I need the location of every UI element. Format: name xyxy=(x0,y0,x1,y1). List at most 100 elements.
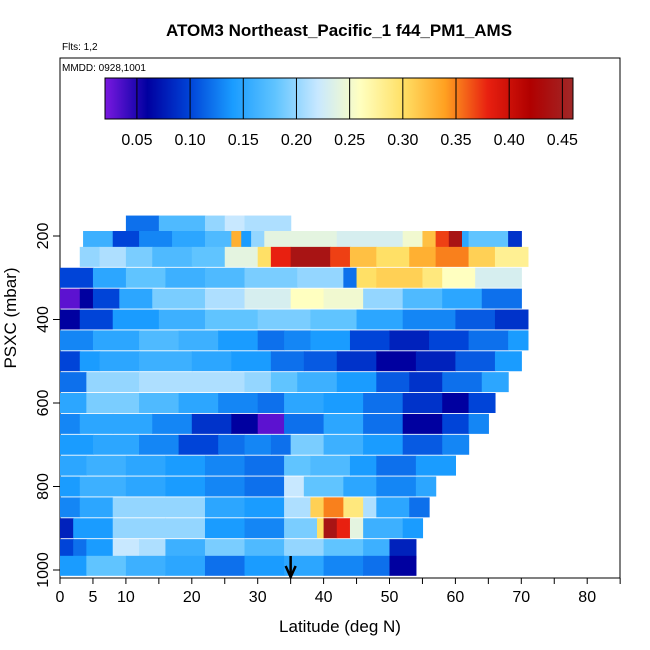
band-2-cell-15 xyxy=(494,246,529,267)
band-11-cell-9 xyxy=(363,434,404,455)
band-10-cell-5 xyxy=(231,413,259,434)
band-9-cell-8 xyxy=(363,393,404,413)
band-7-cell-8 xyxy=(336,351,377,372)
latitude-marker xyxy=(284,556,297,581)
band-14-cell-10 xyxy=(363,497,377,518)
band-1-cell-13 xyxy=(448,231,463,252)
band-3-cell-10 xyxy=(422,267,443,288)
band-14-cell-8 xyxy=(323,497,344,518)
band-8-cell-1 xyxy=(86,372,140,393)
band-6-cell-5 xyxy=(257,330,285,351)
band-17-cell-8 xyxy=(363,555,391,576)
band-11-cell-1 xyxy=(92,434,140,455)
band-1-cell-15 xyxy=(468,231,509,252)
band-9-cell-3 xyxy=(178,393,219,413)
band-0-cell-1 xyxy=(158,215,206,236)
y-tick-label-200: 200 xyxy=(35,223,52,250)
y-tick-label-600: 600 xyxy=(35,390,52,417)
band-12-cell-2 xyxy=(125,455,167,476)
band-2-cell-1 xyxy=(99,246,127,267)
band-15-cell-10 xyxy=(349,518,364,539)
band-13-cell-3 xyxy=(165,476,206,497)
band-5-cell-0 xyxy=(60,309,81,330)
band-6-cell-4 xyxy=(218,330,259,351)
band-13-cell-6 xyxy=(284,476,305,497)
band-15-cell-2 xyxy=(112,518,167,539)
band-2-cell-0 xyxy=(79,246,101,267)
band-8-cell-9 xyxy=(409,372,443,393)
band-1-cell-10 xyxy=(402,231,424,252)
band-12-cell-10 xyxy=(415,455,456,476)
band-2-cell-11 xyxy=(376,246,410,267)
band-7-cell-1 xyxy=(79,351,101,372)
band-8-cell-7 xyxy=(336,372,377,393)
band-9-cell-6 xyxy=(284,393,325,413)
band-16-cell-4 xyxy=(139,539,167,560)
band-15-cell-12 xyxy=(402,518,424,539)
band-1-cell-2 xyxy=(139,231,173,252)
band-17-cell-1 xyxy=(86,555,127,576)
band-1-cell-6 xyxy=(241,231,252,252)
band-3-cell-0 xyxy=(60,267,94,288)
band-15-cell-3 xyxy=(165,518,206,539)
band-6-cell-9 xyxy=(389,330,430,351)
band-15-cell-6 xyxy=(284,518,318,539)
band-15-cell-9 xyxy=(336,518,351,539)
colorbar-tick-label-6: 0.35 xyxy=(440,132,471,149)
band-13-cell-10 xyxy=(415,476,437,497)
band-9-cell-7 xyxy=(323,393,364,413)
band-10-cell-4 xyxy=(191,413,232,434)
band-6-cell-8 xyxy=(349,330,391,351)
band-5-cell-6 xyxy=(310,309,358,330)
band-16-cell-3 xyxy=(112,539,140,560)
band-6-cell-11 xyxy=(468,330,509,351)
band-8-cell-0 xyxy=(60,372,87,393)
band-2-cell-12 xyxy=(409,246,437,267)
band-17-cell-2 xyxy=(125,555,167,576)
band-1-cell-14 xyxy=(461,231,470,252)
band-1-cell-12 xyxy=(435,231,450,252)
band-16-cell-2 xyxy=(86,539,114,560)
band-5-cell-8 xyxy=(402,309,456,330)
band-3-cell-7 xyxy=(343,267,358,288)
band-11-cell-6 xyxy=(270,434,292,455)
band-15-cell-1 xyxy=(73,518,114,539)
band-16-cell-9 xyxy=(323,539,364,560)
band-17-cell-4 xyxy=(204,555,246,576)
marker-head xyxy=(284,565,297,581)
band-16-cell-6 xyxy=(204,539,246,560)
band-13-cell-0 xyxy=(60,476,81,497)
colorbar-tick-label-5: 0.30 xyxy=(387,132,418,149)
band-16-cell-11 xyxy=(389,539,417,560)
band-14-cell-4 xyxy=(204,497,246,518)
x-axis: 0 5 10 20 30 40 50 60 70 80 xyxy=(56,578,621,606)
band-8-cell-2 xyxy=(139,372,193,393)
band-4-cell-3 xyxy=(119,288,153,309)
colorbar-gradient xyxy=(104,77,574,120)
band-1-cell-7 xyxy=(251,231,265,252)
band-2-cell-5 xyxy=(224,246,259,267)
band-8-cell-3 xyxy=(191,372,246,393)
band-7-cell-10 xyxy=(415,351,456,372)
x-tick-label-20: 20 xyxy=(183,589,201,606)
band-16-cell-5 xyxy=(165,539,206,560)
band-13-cell-5 xyxy=(244,476,285,497)
band-9-cell-1 xyxy=(86,393,140,413)
band-17-cell-3 xyxy=(165,555,206,576)
band-8-cell-10 xyxy=(442,372,483,393)
band-13-cell-2 xyxy=(125,476,167,497)
band-12-cell-9 xyxy=(376,455,417,476)
x-tick-label-80: 80 xyxy=(578,589,596,606)
band-5-cell-1 xyxy=(79,309,114,330)
band-9-cell-5 xyxy=(257,393,285,413)
band-6-cell-2 xyxy=(139,330,180,351)
band-14-cell-7 xyxy=(310,497,325,518)
band-10-cell-2 xyxy=(112,413,153,434)
band-6-cell-12 xyxy=(508,330,529,351)
band-11-cell-7 xyxy=(290,434,325,455)
band-1-cell-5 xyxy=(231,231,242,252)
band-5-cell-10 xyxy=(494,309,529,330)
band-10-cell-9 xyxy=(363,413,404,434)
band-10-cell-11 xyxy=(442,413,470,434)
